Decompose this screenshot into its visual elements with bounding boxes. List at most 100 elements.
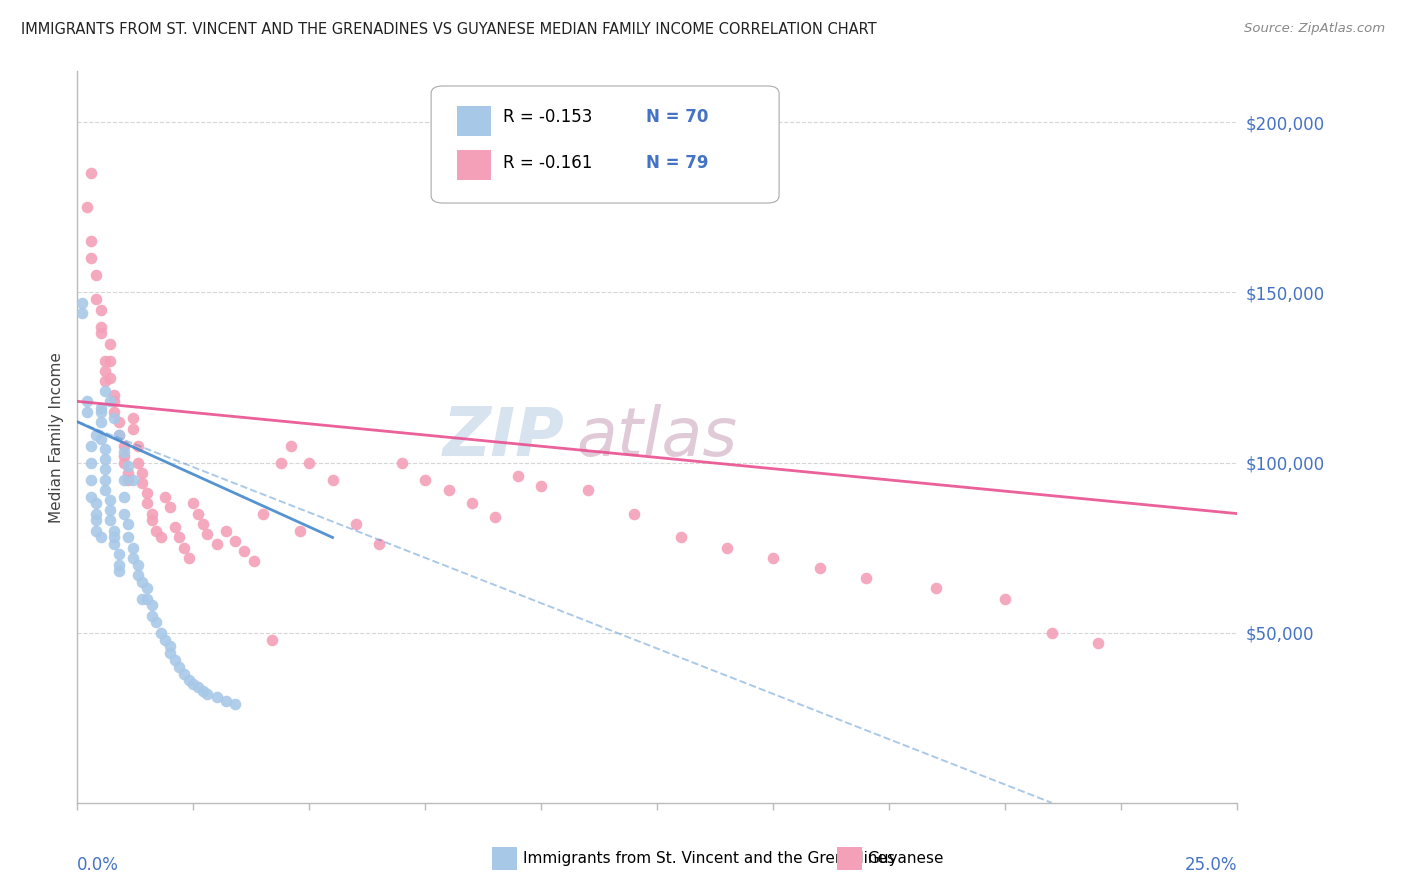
Point [103, 404, 125, 418]
Point [669, 531, 692, 545]
Point [112, 490, 135, 504]
Point [98, 394, 121, 409]
Point [280, 439, 302, 453]
Point [135, 582, 157, 596]
Point [90, 531, 111, 545]
Point [195, 687, 218, 701]
Point [262, 632, 284, 647]
Point [103, 387, 125, 401]
Point [70, 295, 93, 310]
Point [122, 411, 145, 425]
Point [112, 449, 135, 463]
Point [108, 428, 131, 442]
Point [224, 533, 246, 548]
Point [135, 591, 157, 606]
Y-axis label: Median Family Income: Median Family Income [49, 351, 65, 523]
Point [117, 531, 139, 545]
Point [135, 496, 157, 510]
Point [994, 591, 1017, 606]
Point [76, 394, 98, 409]
Point [149, 625, 172, 640]
Point [108, 558, 131, 572]
Point [173, 541, 195, 555]
Point [108, 565, 131, 579]
Point [112, 439, 135, 453]
Point [131, 475, 153, 490]
Point [159, 640, 181, 654]
Point [122, 550, 145, 565]
Point [112, 445, 135, 459]
Text: atlas: atlas [576, 404, 737, 470]
Point [270, 456, 292, 470]
Point [131, 574, 153, 589]
Point [84, 513, 107, 527]
Point [70, 306, 93, 320]
Point [155, 490, 177, 504]
Point [117, 458, 139, 473]
Point [103, 394, 125, 409]
Point [141, 513, 163, 527]
Point [141, 599, 163, 613]
Point [90, 432, 111, 446]
Point [623, 507, 645, 521]
Point [205, 690, 228, 705]
Point [145, 524, 167, 538]
Point [112, 507, 135, 521]
Point [169, 531, 191, 545]
Point [84, 428, 107, 442]
Point [127, 567, 149, 582]
Point [98, 513, 121, 527]
Point [461, 496, 484, 510]
Point [808, 561, 831, 575]
Point [84, 496, 107, 510]
Point [716, 541, 738, 555]
Point [233, 544, 256, 558]
Point [98, 503, 121, 517]
Point [205, 537, 228, 551]
Point [117, 466, 139, 480]
Point [252, 507, 274, 521]
Point [112, 473, 135, 487]
Point [80, 166, 103, 180]
Point [163, 653, 186, 667]
Point [98, 370, 121, 384]
Point [90, 401, 111, 416]
Point [215, 524, 238, 538]
Point [117, 473, 139, 487]
Point [925, 582, 948, 596]
Point [177, 673, 200, 688]
Point [131, 466, 153, 480]
Point [90, 415, 111, 429]
Point [183, 496, 205, 510]
Point [159, 646, 181, 660]
Point [391, 456, 413, 470]
Point [80, 473, 103, 487]
Point [94, 473, 117, 487]
Text: Guyanese: Guyanese [868, 852, 943, 866]
Text: ZIP: ZIP [443, 404, 565, 470]
Point [155, 632, 177, 647]
Point [76, 404, 98, 418]
Text: N = 79: N = 79 [645, 153, 709, 172]
Point [94, 364, 117, 378]
Point [141, 608, 163, 623]
Point [145, 615, 167, 630]
Point [80, 252, 103, 266]
Point [484, 510, 506, 524]
Point [90, 319, 111, 334]
Point [135, 486, 157, 500]
Point [94, 384, 117, 399]
Point [576, 483, 599, 497]
FancyBboxPatch shape [432, 86, 779, 203]
Point [169, 659, 191, 673]
Point [117, 516, 139, 531]
Point [108, 548, 131, 562]
Point [127, 439, 149, 453]
Point [413, 473, 436, 487]
Point [112, 456, 135, 470]
Point [855, 571, 877, 585]
Point [122, 473, 145, 487]
Text: 0.0%: 0.0% [77, 855, 120, 873]
Point [98, 336, 121, 351]
Point [344, 516, 367, 531]
